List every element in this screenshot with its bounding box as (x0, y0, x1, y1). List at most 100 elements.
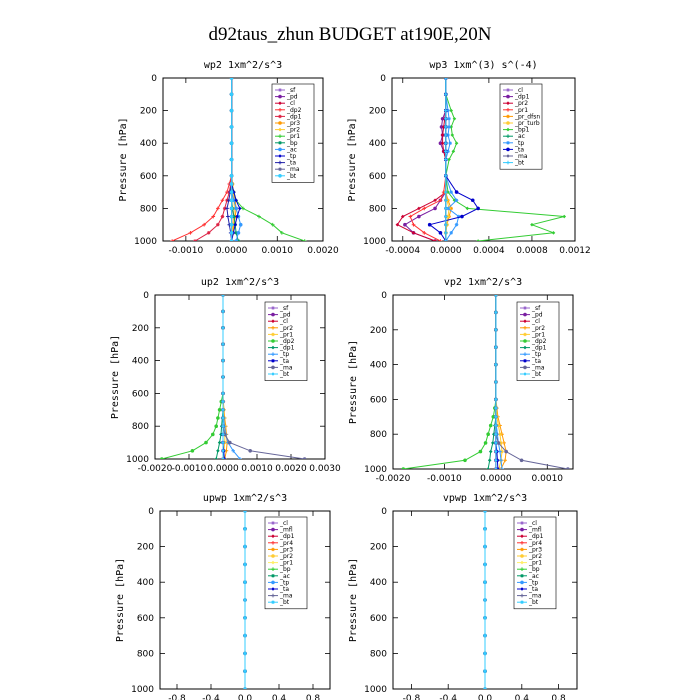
data-point (422, 231, 427, 235)
legend: _cl_mfl_dp1_pr4_pr3_pr2_pr1_bp_ac_tp_ta_… (264, 516, 308, 610)
y-axis-label: Pressure [hPa] (348, 340, 359, 424)
data-point (494, 295, 498, 297)
data-point (401, 467, 406, 469)
data-point (444, 214, 448, 219)
data-point (214, 424, 218, 429)
data-point (446, 108, 450, 113)
chart-panel-2: wp3 1xm^(3) s^(-4) 0 200 400 600 800 1000-0.00… (347, 60, 591, 256)
data-point (243, 616, 247, 620)
legend-marker (520, 527, 524, 532)
legend-marker (523, 352, 527, 356)
legend-marker (520, 593, 524, 598)
data-point (486, 467, 490, 469)
data-point (160, 457, 164, 459)
legend-label: _bp1 (514, 127, 530, 134)
chart-panel-5: upwp 1xm^2/s^3 0 200 400 600 800 1000 -0.8 -0.4 0… (115, 493, 331, 700)
data-point (216, 206, 220, 211)
legend-marker (520, 567, 524, 571)
data-point (487, 458, 492, 463)
legend-label: _bt (528, 599, 539, 606)
legend-label: _cl (531, 318, 540, 325)
y-tick-label: 0 (381, 507, 387, 517)
data-point (447, 125, 451, 129)
x-tick-label: 0.0008 (516, 246, 548, 256)
legend-label: _pr3 (286, 120, 300, 127)
data-point (492, 432, 496, 436)
legend-marker (271, 352, 275, 356)
data-point (449, 231, 454, 235)
data-point (220, 214, 225, 219)
data-point (444, 78, 448, 80)
data-point (449, 190, 454, 194)
y-tick-label: 400 (137, 578, 154, 588)
series-line-pr2 (396, 78, 447, 241)
x-tick-label: 0.0010 (532, 474, 564, 484)
data-point (439, 125, 444, 129)
y-tick-label: 400 (370, 578, 387, 588)
data-point (494, 432, 498, 436)
data-point (217, 408, 222, 412)
legend-label: _bt (514, 160, 525, 167)
y-tick-label: 400 (370, 361, 387, 371)
legend-marker (278, 147, 282, 152)
y-tick-label: 0 (143, 291, 149, 301)
legend-marker (278, 88, 282, 92)
data-point (241, 206, 245, 211)
legend-label: _bp (279, 566, 291, 573)
data-point (204, 440, 208, 445)
data-point (234, 231, 238, 235)
legend-label: _cl (528, 520, 537, 527)
data-point (446, 206, 450, 211)
data-point (229, 157, 234, 162)
legend-label: _pr2 (279, 553, 293, 560)
legend-marker (278, 114, 282, 119)
x-tick-label: 0.0020 (307, 246, 339, 256)
legend-label: _tp (286, 153, 296, 160)
legend-label: _tp (531, 351, 541, 358)
x-tick-label: -0.0010 (168, 246, 203, 256)
data-point (483, 562, 487, 567)
y-tick-label: 800 (132, 422, 149, 432)
y-tick-label: 600 (140, 172, 157, 182)
x-tick-label: 0.0 (478, 694, 493, 700)
legend-label: _bt (279, 599, 290, 606)
legend-marker (520, 587, 524, 591)
legend-label: _ma (279, 364, 293, 371)
legend-label: _pr1 (279, 331, 293, 338)
y-tick-label: 800 (370, 430, 387, 440)
data-point (220, 198, 225, 203)
data-point (444, 206, 448, 211)
legend-label: _ac (279, 573, 290, 580)
legend-marker (278, 134, 282, 138)
y-tick-label: 1000 (134, 237, 157, 247)
x-tick-label: 0.0004 (473, 246, 505, 256)
legend-label: _dp1 (528, 533, 544, 540)
panel-title: up2 1xm^2/s^3 (201, 277, 279, 288)
y-tick-label: 200 (132, 324, 149, 334)
data-point (221, 440, 225, 445)
y-tick-label: 1000 (131, 685, 154, 695)
legend-marker (523, 306, 527, 310)
data-point (221, 432, 225, 437)
x-tick-label: 0.0000 (207, 464, 239, 474)
legend-marker (278, 121, 282, 125)
data-point (234, 206, 238, 211)
x-tick-label: 0.0 (238, 694, 253, 700)
x-tick-label: 0.4 (272, 694, 287, 700)
x-tick-label: -0.0020 (138, 464, 173, 474)
data-point (229, 174, 234, 178)
legend-label: _pr3 (528, 546, 542, 553)
data-point (280, 231, 284, 235)
data-point (500, 449, 504, 454)
legend-marker (523, 365, 527, 370)
y-tick-label: 200 (370, 543, 387, 553)
data-point (494, 362, 498, 367)
data-point (483, 511, 487, 513)
y-tick-label: 0 (151, 74, 157, 84)
data-point (214, 457, 218, 459)
data-point (302, 457, 307, 459)
legend-marker (271, 339, 275, 343)
legend-marker (523, 345, 527, 350)
y-axis-label: Pressure [hPa] (118, 117, 129, 201)
